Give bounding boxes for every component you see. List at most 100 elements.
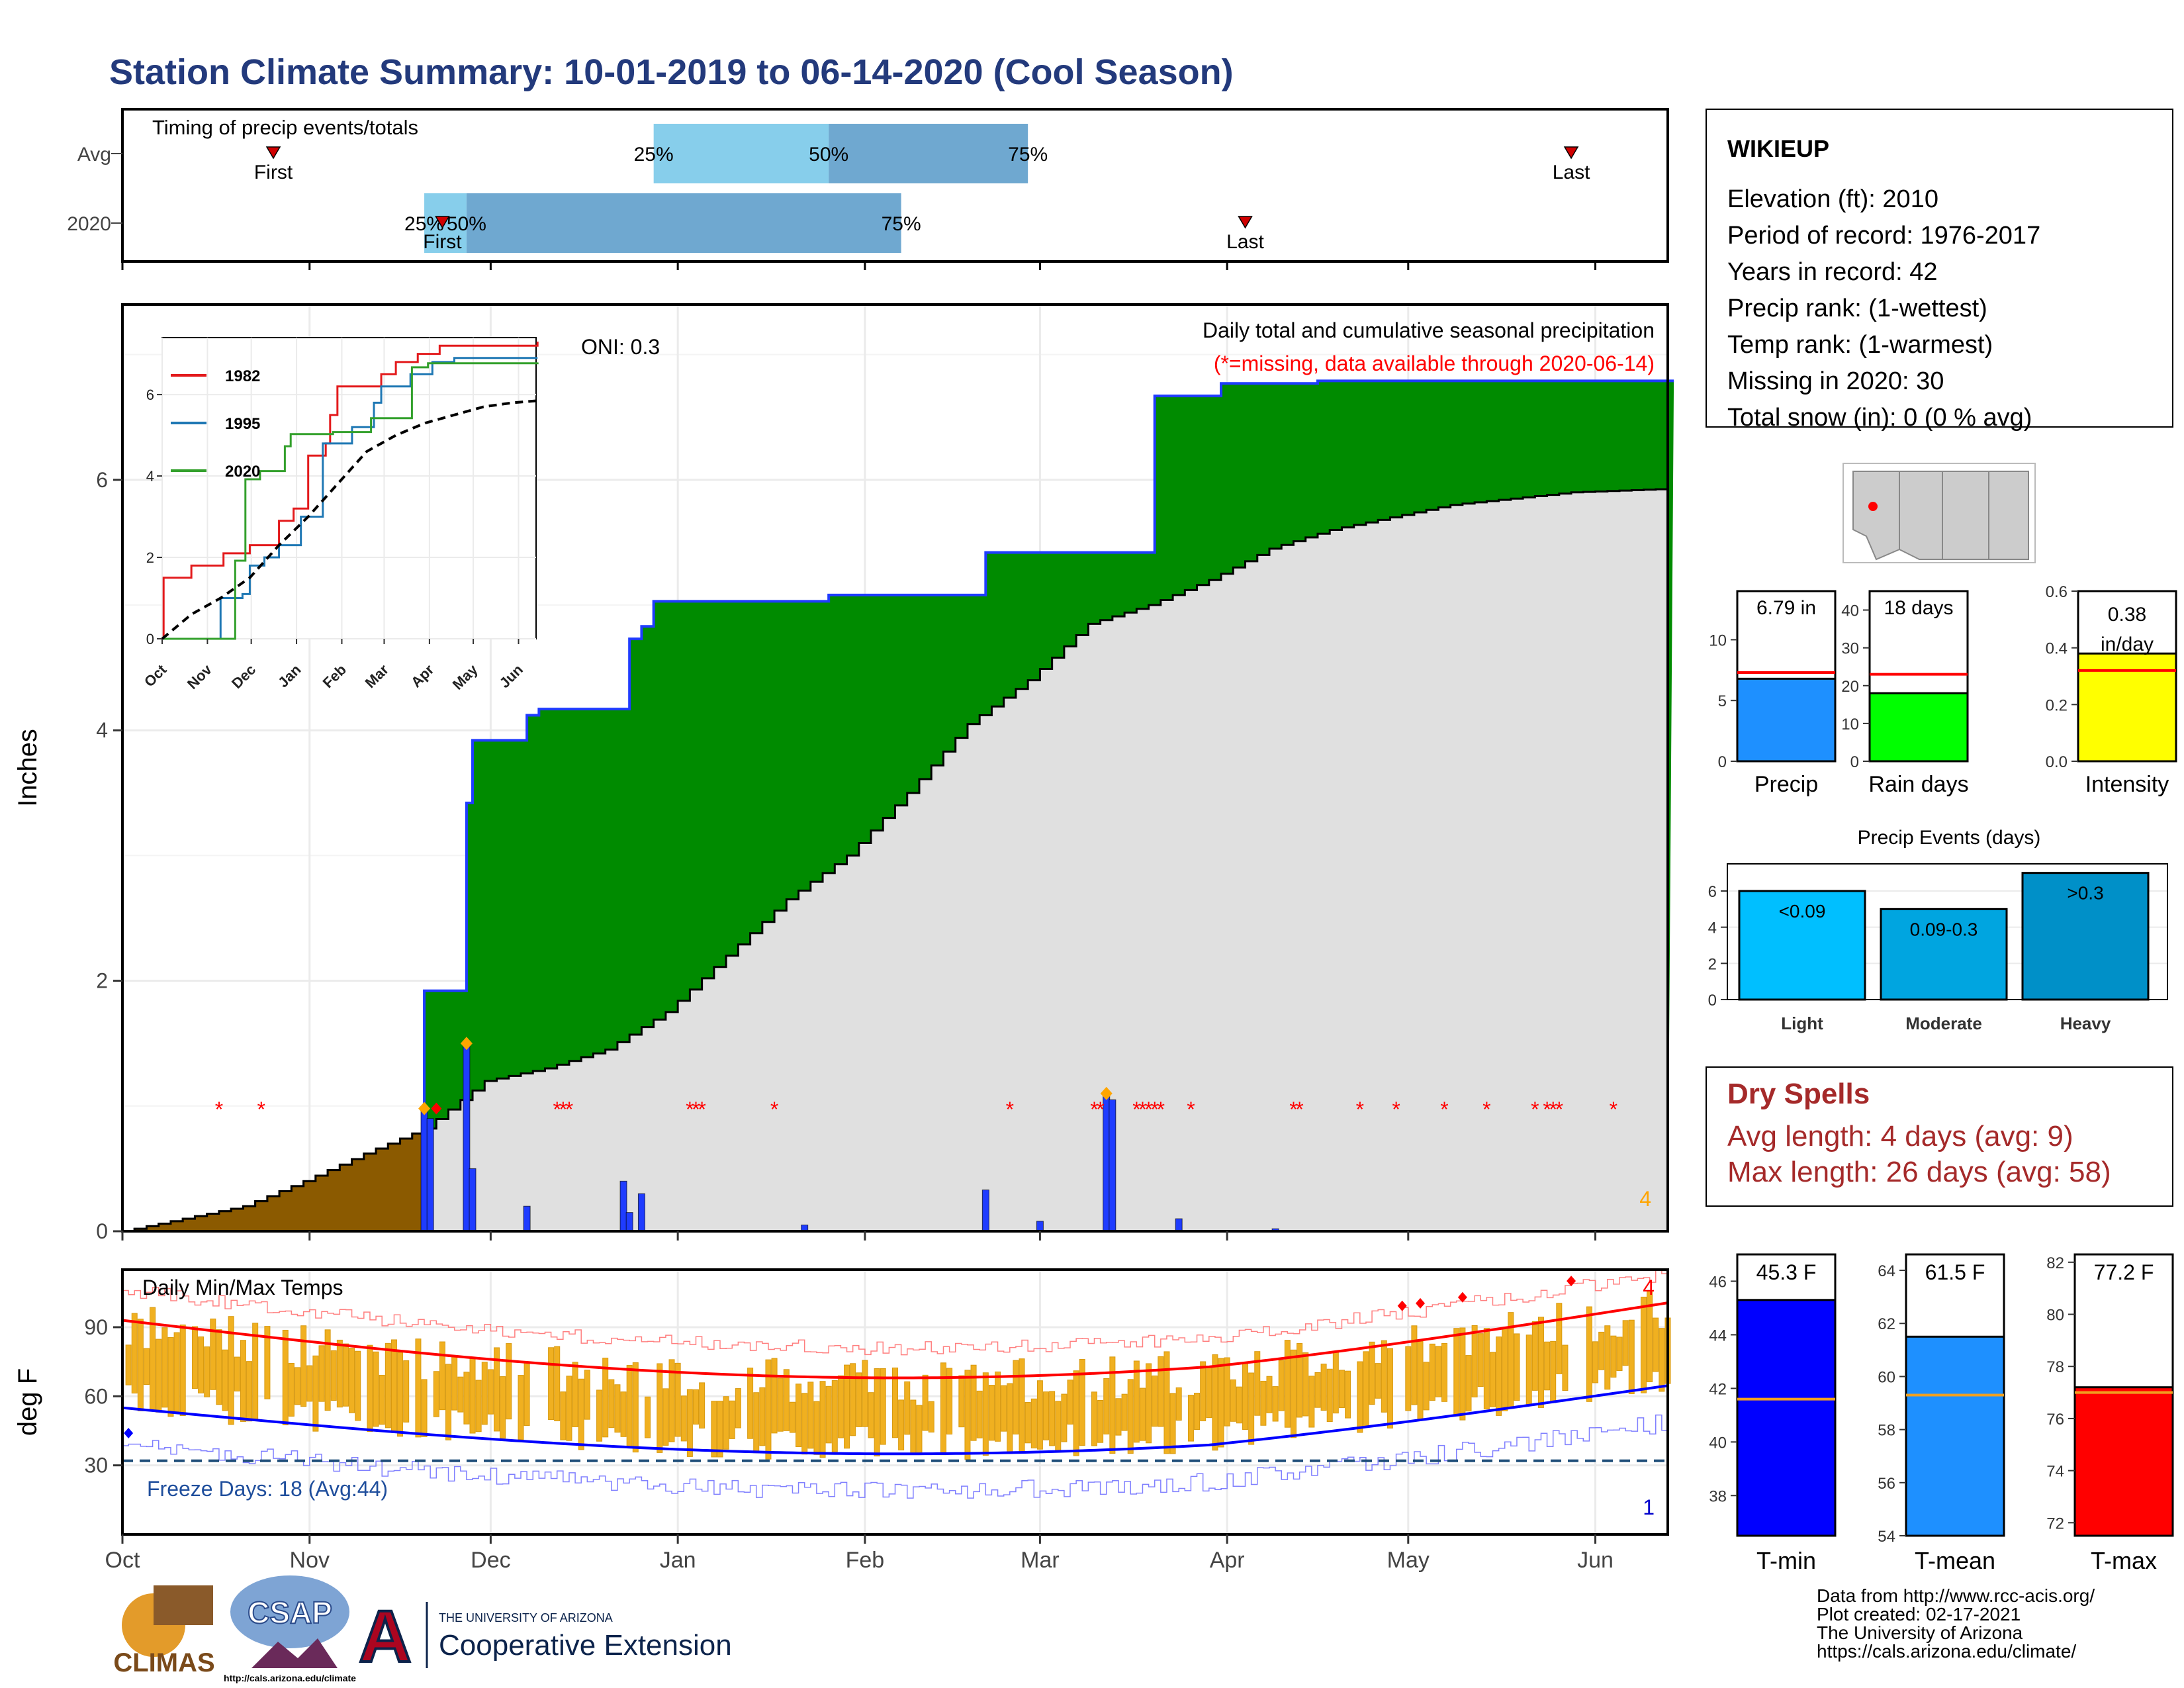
freeze-days-label: Freeze Days: 18 (Avg:44) [147,1477,388,1501]
daily-temp-range [523,1362,530,1426]
summary-bar-tick-label: 20 [1841,678,1859,696]
daily-temp-range [306,1365,313,1402]
timing-label: Timing of precip events/totals [152,116,418,139]
daily-temp-range [1423,1362,1430,1411]
timing-first-marker [265,146,281,160]
daily-temp-range [1013,1360,1019,1434]
daily-temp-range [445,1364,452,1440]
daily-temp-range [1483,1328,1490,1410]
daily-temp-range [1465,1355,1472,1412]
precip-event-bar [1880,908,2008,1001]
missing-day-marker: * [1555,1098,1563,1121]
daily-temp-range [1381,1340,1387,1413]
precip-event-bar [2021,872,2150,1001]
inset-y-tick-label: 0 [146,631,154,647]
missing-day-marker: * [1096,1098,1104,1121]
daily-temp-range [433,1371,439,1417]
daily-temp-range [1653,1317,1659,1372]
daily-temp-range [1278,1360,1285,1411]
missing-day-marker: * [565,1098,573,1121]
snow-marker [418,1102,431,1115]
daily-temp-range [680,1395,687,1442]
daily-precip-bar [1175,1218,1183,1232]
missing-day-marker: * [1543,1098,1551,1121]
precip-axes: 0 2 4 6 [96,468,1597,1243]
footer: CLIMAS CSAP http://cals.arizona.edu/clim… [113,1575,2095,1683]
month-tick-label: Nov [290,1548,330,1573]
summary-bar-tick-label: 10 [1709,632,1727,649]
daily-temp-range [892,1367,898,1438]
daily-temp-range [330,1350,337,1401]
daily-temp-range [1212,1354,1218,1451]
daily-temp-range [807,1382,814,1449]
daily-temp-range [469,1356,476,1434]
precip-event-bar-label: <0.09 [1779,901,1826,921]
station-line: Total snow (in): 0 (0 % avg) [1727,404,2032,432]
daily-temp-range [1175,1387,1182,1421]
summary-bar-label: Precip [1754,772,1818,797]
temp-bar-t-min [1736,1299,1837,1537]
daily-precip-bar [1036,1221,1044,1232]
dry-spells-title: Dry Spells [1727,1078,1870,1110]
summary-bar-tick-label: 0.4 [2046,640,2068,658]
daily-temp-range [729,1400,735,1439]
daily-temp-range [324,1329,331,1411]
daily-temp-range [1242,1363,1249,1430]
temp-bar-tick-label: 40 [1709,1434,1727,1452]
daily-precip-bar [981,1190,989,1232]
daily-temp-range [1206,1366,1212,1419]
daily-temp-range [922,1374,929,1431]
daily-temp-range [439,1341,445,1411]
daily-temp-range [1061,1393,1068,1442]
footer-line: https://cals.arizona.edu/climate/ [1817,1641,2076,1662]
daily-temp-range [1248,1372,1255,1445]
daily-precip-bar [1109,1099,1116,1232]
daily-temp-range [946,1368,953,1434]
daily-temp-range [1103,1378,1110,1434]
ua-logo-big-text: Cooperative Extension [439,1629,732,1662]
daily-temp-range [717,1401,723,1458]
daily-temp-range [608,1379,615,1429]
precip-events-chart: Precip Events (days) <0.09 Light 0.09-0.3 M… [1708,827,2168,1033]
ua-logo-mark: A [359,1596,411,1677]
daily-temp-range [379,1374,385,1425]
daily-temp-range [831,1380,838,1452]
daily-temp-range [463,1372,470,1425]
daily-temp-range [747,1368,754,1439]
daily-temp-range [693,1389,700,1425]
daily-temp-range [765,1359,772,1460]
daily-temp-range [970,1364,977,1441]
daily-temp-range [451,1356,458,1411]
csap-logo-mountains [251,1638,338,1668]
timing-bar-50-75 [829,124,1028,183]
month-tick-label: Feb [846,1548,885,1573]
daily-temp-range [137,1319,144,1411]
daily-temp-range [1314,1372,1321,1408]
daily-temp-range [1097,1399,1104,1443]
daily-temp-range [862,1360,868,1427]
station-box [1706,109,2173,428]
timing-last-label: Last [1226,231,1264,253]
daily-temp-range [1537,1317,1544,1408]
timing-row-label: 2020 [67,213,111,235]
daily-temp-range [167,1336,174,1417]
daily-temp-range [415,1338,422,1438]
temp-bar-tick-label: 76 [2046,1411,2064,1429]
daily-temp-range [336,1339,343,1408]
missing-day-marker: * [559,1098,567,1121]
temp-y-axis-label: deg F [13,1368,42,1436]
daily-temp-range [1290,1349,1297,1438]
dry-spells-box [1706,1066,2173,1207]
timing-bar-50-75 [466,193,901,253]
station-info: WIKIEUP Elevation (ft): 2010 Period of r… [1706,109,2173,432]
precip-event-category: Heavy [2060,1013,2111,1033]
temp-series [122,1268,1671,1499]
record-marker [431,1102,442,1115]
average-min-line [122,1384,1668,1456]
missing-day-marker: * [1138,1098,1146,1121]
precip-y-tick-label: 4 [96,718,108,742]
daily-temp-range [1169,1393,1176,1454]
precip-event-category: Moderate [1905,1013,1982,1033]
missing-day-marker: * [1150,1098,1158,1121]
